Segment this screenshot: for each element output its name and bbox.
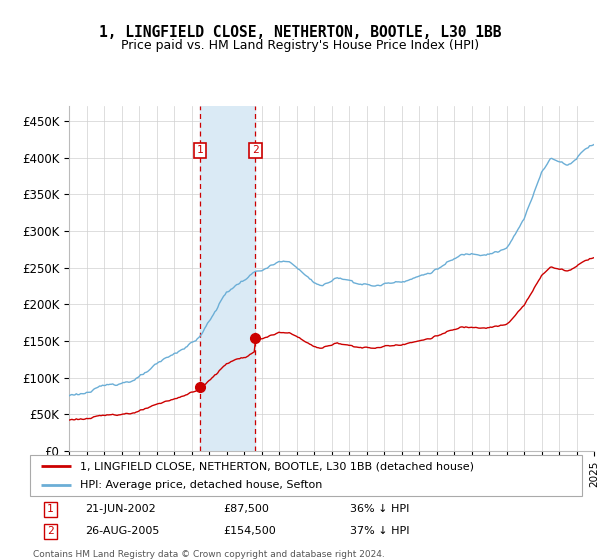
Text: 21-JUN-2002: 21-JUN-2002 bbox=[85, 505, 156, 515]
Text: £87,500: £87,500 bbox=[223, 505, 269, 515]
Text: 1: 1 bbox=[196, 146, 203, 155]
Text: £154,500: £154,500 bbox=[223, 526, 276, 536]
Text: HPI: Average price, detached house, Sefton: HPI: Average price, detached house, Seft… bbox=[80, 480, 322, 489]
Bar bbox=[200, 106, 256, 451]
Text: 1, LINGFIELD CLOSE, NETHERTON, BOOTLE, L30 1BB: 1, LINGFIELD CLOSE, NETHERTON, BOOTLE, L… bbox=[99, 25, 501, 40]
Text: 2: 2 bbox=[47, 526, 54, 536]
Text: 1: 1 bbox=[47, 505, 54, 515]
Text: 26-AUG-2005: 26-AUG-2005 bbox=[85, 526, 160, 536]
Text: 37% ↓ HPI: 37% ↓ HPI bbox=[350, 526, 410, 536]
Text: Contains HM Land Registry data © Crown copyright and database right 2024.
This d: Contains HM Land Registry data © Crown c… bbox=[33, 550, 385, 560]
Text: Price paid vs. HM Land Registry's House Price Index (HPI): Price paid vs. HM Land Registry's House … bbox=[121, 39, 479, 53]
Text: 2: 2 bbox=[252, 146, 259, 155]
Text: 36% ↓ HPI: 36% ↓ HPI bbox=[350, 505, 410, 515]
Text: 1, LINGFIELD CLOSE, NETHERTON, BOOTLE, L30 1BB (detached house): 1, LINGFIELD CLOSE, NETHERTON, BOOTLE, L… bbox=[80, 461, 473, 471]
